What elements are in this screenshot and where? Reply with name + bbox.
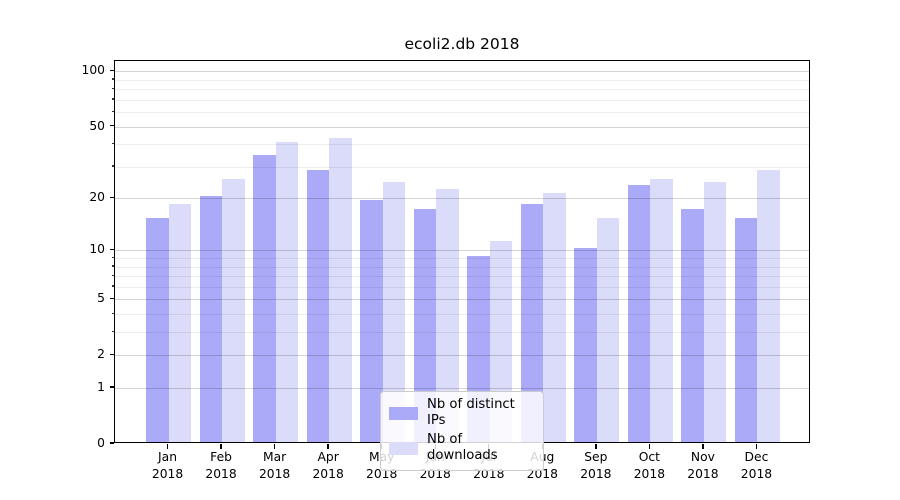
bar-sep-downloads [596, 218, 620, 442]
bar-mar-downloads [275, 142, 299, 442]
bar-jun-downloads [436, 188, 459, 442]
y-minor-tick-mark-8 [111, 265, 114, 267]
y-minor-tick-mark-3 [111, 330, 114, 332]
y-axis-label-100: 100 [81, 63, 105, 78]
y-minor-tick-mark-40 [111, 142, 114, 145]
x-axis-label-dec: Dec 2018 [740, 450, 773, 481]
y-minor-tick-mark-4 [111, 312, 114, 314]
y-minor-tick-mark-80 [111, 87, 114, 90]
y-minor-tick-mark-60 [111, 110, 114, 113]
legend-swatch-distinct-ips [389, 406, 418, 420]
legend-swatch-downloads [389, 441, 418, 455]
bar-dec-distinct-ips [734, 218, 758, 442]
y-axis-label-10: 10 [89, 242, 105, 257]
bar-aug-downloads [543, 192, 566, 442]
bar-oct-downloads [650, 179, 673, 442]
x-axis-label-feb: Feb 2018 [205, 450, 237, 481]
bar-aug-distinct-ips [520, 204, 544, 442]
y-axis-label-2: 2 [97, 347, 105, 362]
x-axis-label-jan: Jan 2018 [151, 450, 184, 481]
x-tick-mark-nov [702, 444, 704, 449]
x-axis-label-mar: Mar 2018 [258, 450, 291, 481]
x-axis-label-oct: Oct 2018 [633, 450, 666, 481]
y-tick-mark-20 [109, 196, 114, 198]
y-minor-tick-mark-9 [111, 256, 114, 259]
x-tick-mark-mar [273, 444, 276, 449]
y-minor-tick-mark-6 [111, 285, 114, 287]
y-axis-label-1: 1 [97, 380, 105, 395]
y-minor-tick-mark-30 [111, 165, 114, 167]
bar-jan-downloads [168, 204, 192, 442]
y-axis-label-0: 0 [97, 436, 105, 450]
bar-feb-distinct-ips [199, 196, 223, 442]
y-axis-label-5: 5 [97, 291, 105, 306]
bar-jan-distinct-ips [146, 218, 169, 442]
y-tick-mark-100 [109, 69, 114, 72]
y-tick-mark-10 [109, 248, 114, 251]
bar-may-distinct-ips [360, 200, 383, 442]
bar-oct-distinct-ips [627, 185, 651, 442]
x-tick-mark-dec [755, 444, 758, 449]
x-tick-mark-jan [166, 444, 169, 449]
chart-title: ecoli2.db 2018 [404, 35, 520, 53]
y-tick-mark-2 [109, 353, 114, 355]
y-tick-mark-50 [109, 124, 114, 127]
y-tick-mark-5 [109, 297, 114, 300]
bar-may-downloads [382, 182, 406, 442]
x-axis-label-sep: Sep 2018 [580, 450, 612, 481]
x-axis-label-nov: Nov 2018 [687, 450, 719, 481]
bar-apr-downloads [329, 138, 352, 442]
bar-sep-distinct-ips [574, 248, 597, 442]
bar-feb-downloads [222, 179, 245, 442]
y-tick-mark-0 [109, 442, 114, 444]
y-minor-tick-mark-70 [111, 98, 114, 100]
x-tick-mark-feb [220, 444, 222, 449]
y-axis-label-20: 20 [89, 190, 105, 205]
bar-jun-distinct-ips [413, 208, 437, 442]
bar-mar-distinct-ips [253, 155, 276, 442]
x-axis-label-apr: Apr 2018 [312, 450, 344, 481]
bar-apr-distinct-ips [306, 170, 330, 442]
legend: Nb of distinct IPs Nb of downloads [380, 391, 544, 471]
legend-row-downloads: Nb of downloads [389, 432, 535, 464]
bars-layer [115, 61, 809, 442]
legend-label-downloads: Nb of downloads [427, 432, 498, 463]
bar-nov-distinct-ips [681, 208, 704, 442]
legend-label-distinct-ips: Nb of distinct IPs [427, 397, 515, 428]
y-tick-mark-1 [109, 386, 114, 388]
x-tick-mark-oct [648, 444, 651, 449]
x-tick-mark-sep [595, 444, 597, 449]
y-minor-tick-mark-7 [111, 274, 114, 277]
x-tick-mark-apr [327, 444, 329, 449]
plot-area [114, 60, 810, 443]
bar-nov-downloads [703, 182, 727, 442]
y-axis-label-50: 50 [89, 118, 105, 133]
bar-dec-downloads [757, 170, 780, 442]
y-minor-tick-mark-90 [111, 78, 114, 80]
legend-row-distinct-ips: Nb of distinct IPs [389, 397, 535, 429]
